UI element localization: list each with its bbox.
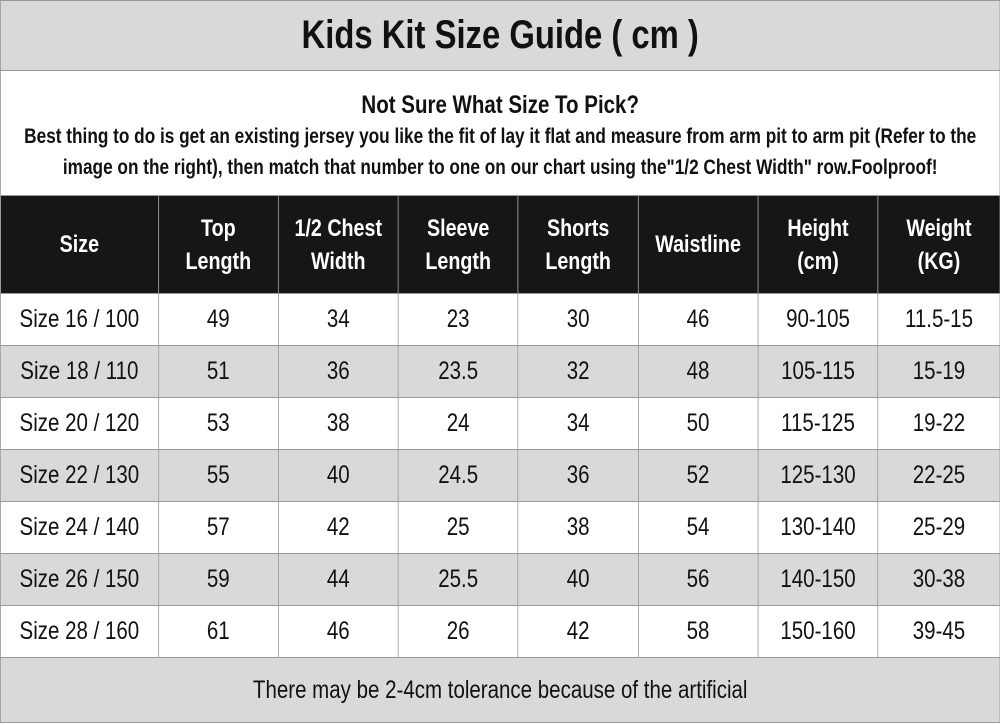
table-cell: Size 16 / 100 bbox=[0, 293, 159, 346]
table-cell: 53 bbox=[157, 397, 279, 450]
table-cell: 25-29 bbox=[877, 501, 1000, 554]
table-cell: 90-105 bbox=[757, 293, 879, 346]
table-cell: 48 bbox=[637, 345, 759, 398]
table-cell: 23.5 bbox=[397, 345, 519, 398]
table-cell: 24.5 bbox=[397, 449, 519, 502]
table-cell: 32 bbox=[517, 345, 639, 398]
table-cell: 40 bbox=[517, 553, 639, 606]
table-cell: Size 18 / 110 bbox=[0, 345, 159, 398]
table-cell: 25 bbox=[397, 501, 519, 554]
table-cell: 46 bbox=[637, 293, 759, 346]
table-cell: 39-45 bbox=[877, 605, 1000, 658]
column-header: Waistline bbox=[637, 195, 759, 294]
table-cell: Size 26 / 150 bbox=[0, 553, 159, 606]
table-cell: 38 bbox=[277, 397, 399, 450]
table-row: Size 20 / 120 53 38 24 34 50 115-125 19-22 bbox=[0, 397, 1000, 450]
table-cell: 54 bbox=[637, 501, 759, 554]
table-cell: 25.5 bbox=[397, 553, 519, 606]
table-cell: 34 bbox=[277, 293, 399, 346]
table-cell: 42 bbox=[277, 501, 399, 554]
table-cell: 42 bbox=[517, 605, 639, 658]
table-cell: 57 bbox=[157, 501, 279, 554]
table-cell: 26 bbox=[397, 605, 519, 658]
table-cell: 105-115 bbox=[757, 345, 879, 398]
column-header: Shorts Length bbox=[517, 195, 639, 294]
table-cell: 46 bbox=[277, 605, 399, 658]
table-row: Size 28 / 160 61 46 26 42 58 150-160 39-45 bbox=[0, 605, 1000, 658]
table-cell: 125-130 bbox=[757, 449, 879, 502]
table-cell: 40 bbox=[277, 449, 399, 502]
table-cell: 56 bbox=[637, 553, 759, 606]
intro-text: Best thing to do is get an existing jers… bbox=[24, 125, 977, 179]
table-cell: 30 bbox=[517, 293, 639, 346]
table-cell: 49 bbox=[157, 293, 279, 346]
intro: Not Sure What Size To Pick? Best thing t… bbox=[0, 71, 1000, 195]
table-row: Size 24 / 140 57 42 25 38 54 130-140 25-29 bbox=[0, 501, 1000, 554]
table-cell: 150-160 bbox=[757, 605, 879, 658]
table-cell: Size 24 / 140 bbox=[0, 501, 159, 554]
size-table: Size Top Length 1/2 Chest Width Sleeve Leng… bbox=[0, 195, 1000, 658]
table-cell: 58 bbox=[637, 605, 759, 658]
table-cell: 36 bbox=[277, 345, 399, 398]
table-cell: 22-25 bbox=[877, 449, 1000, 502]
table-cell: 36 bbox=[517, 449, 639, 502]
table-cell: Size 22 / 130 bbox=[0, 449, 159, 502]
column-header: Size bbox=[0, 195, 159, 294]
column-header: Top Length bbox=[157, 195, 279, 294]
tolerance-note: There may be 2-4cm tolerance because of … bbox=[0, 658, 1000, 723]
header-row: Size Top Length 1/2 Chest Width Sleeve Leng… bbox=[0, 195, 1000, 294]
table-cell: 30-38 bbox=[877, 553, 1000, 606]
table-cell: 61 bbox=[157, 605, 279, 658]
table-cell: 44 bbox=[277, 553, 399, 606]
table-cell: 50 bbox=[637, 397, 759, 450]
page-title: Kids Kit Size Guide ( cm ) bbox=[0, 0, 1000, 71]
table-cell: 34 bbox=[517, 397, 639, 450]
table-cell: 130-140 bbox=[757, 501, 879, 554]
table-cell: Size 28 / 160 bbox=[0, 605, 159, 658]
table-cell: 23 bbox=[397, 293, 519, 346]
table-cell: 115-125 bbox=[757, 397, 879, 450]
table-cell: 24 bbox=[397, 397, 519, 450]
table-cell: 55 bbox=[157, 449, 279, 502]
table-cell: Size 20 / 120 bbox=[0, 397, 159, 450]
column-header: Sleeve Length bbox=[397, 195, 519, 294]
table-cell: 38 bbox=[517, 501, 639, 554]
table-cell: 19-22 bbox=[877, 397, 1000, 450]
table-row: Size 16 / 100 49 34 23 30 46 90-105 11.5-15 bbox=[0, 293, 1000, 346]
table-row: Size 22 / 130 55 40 24.5 36 52 125-130 22-25 bbox=[0, 449, 1000, 502]
column-header: Height (cm) bbox=[757, 195, 879, 294]
intro-question: Not Sure What Size To Pick? bbox=[361, 91, 639, 119]
table-cell: 11.5-15 bbox=[877, 293, 1000, 346]
table-cell: 51 bbox=[157, 345, 279, 398]
table-cell: 15-19 bbox=[877, 345, 1000, 398]
column-header: 1/2 Chest Width bbox=[277, 195, 399, 294]
table-row: Size 18 / 110 51 36 23.5 32 48 105-115 15-19 bbox=[0, 345, 1000, 398]
table-cell: 140-150 bbox=[757, 553, 879, 606]
table-cell: 52 bbox=[637, 449, 759, 502]
column-header: Weight (KG) bbox=[877, 195, 1000, 294]
table-row: Size 26 / 150 59 44 25.5 40 56 140-150 30-38 bbox=[0, 553, 1000, 606]
table-cell: 59 bbox=[157, 553, 279, 606]
